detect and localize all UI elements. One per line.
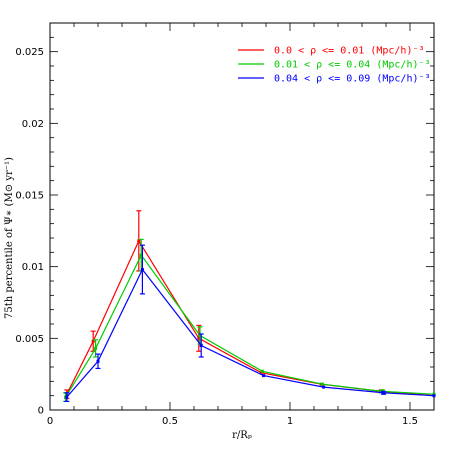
axes: 0 0.5 1 1.5 0 0.005 0.01 0.015 0.02 0.025 xyxy=(15,22,435,427)
x-tick-label: 0 xyxy=(47,416,53,427)
data-point xyxy=(320,382,324,386)
legend-label: 0.04 < ρ <= 0.09 (Mpc/h)⁻³ xyxy=(274,74,431,85)
y-axis-label: 75th percentile of Ψ∗ (M⊙ yr⁻¹) xyxy=(4,157,15,319)
data-point xyxy=(260,369,264,373)
series-line xyxy=(65,254,435,398)
y-tick-label: 0.015 xyxy=(15,191,44,202)
series-1 xyxy=(64,210,436,400)
y-tick-label: 0 xyxy=(38,406,44,417)
data-point xyxy=(322,385,326,389)
series-layer xyxy=(63,210,436,402)
legend-label: 0.0 < ρ <= 0.01 (Mpc/h)⁻³ xyxy=(274,46,425,57)
x-tick-label: 1 xyxy=(287,416,293,427)
data-point xyxy=(432,394,436,398)
y-tick-label: 0.02 xyxy=(22,119,44,130)
series-3 xyxy=(64,244,436,402)
series-line xyxy=(66,239,435,397)
y-tick-label: 0.01 xyxy=(22,262,44,273)
data-point xyxy=(262,374,266,378)
x-axis-label: r/Rₚ xyxy=(232,430,252,441)
y-tick-label: 0.025 xyxy=(15,47,44,58)
x-tick-label: 1.5 xyxy=(402,416,418,427)
legend: 0.0 < ρ <= 0.01 (Mpc/h)⁻³ 0.01 < ρ <= 0.0… xyxy=(238,46,431,85)
legend-label: 0.01 < ρ <= 0.04 (Mpc/h)⁻³ xyxy=(274,60,431,71)
series-2 xyxy=(63,238,436,402)
y-tick-label: 0.005 xyxy=(15,334,44,345)
x-tick-label: 0.5 xyxy=(162,416,178,427)
series-line xyxy=(66,268,435,398)
